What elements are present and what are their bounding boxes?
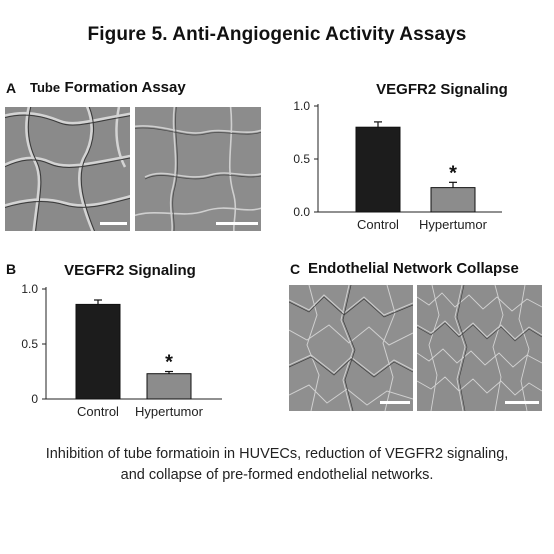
- network-collapse-control-image: [289, 285, 413, 411]
- figure-caption: Inhibition of tube formatioin in HUVECs,…: [0, 444, 554, 486]
- category-label: Hypertumor: [419, 217, 488, 232]
- y-tick-label: 1.0: [21, 282, 38, 296]
- y-tick-label: 1.0: [293, 99, 310, 113]
- tube-formation-control-image: [5, 107, 130, 231]
- figure-title: Figure 5. Anti-Angiogenic Activity Assay…: [87, 24, 467, 45]
- chart-title: VEGFR2 Signaling: [376, 81, 508, 98]
- panel-a-title: Tube Formation Assay: [30, 79, 186, 97]
- network-collapse-treated-image: [417, 285, 542, 411]
- panel-b-letter: B: [6, 261, 17, 277]
- y-tick-label: 0.5: [21, 337, 38, 351]
- vegfr2-chart-top: VEGFR2 Signaling 0.0 0.5 1.0 Control * Hypertu…: [293, 81, 508, 232]
- tube-formation-treated-image: [135, 107, 261, 231]
- y-tick-label: 0.5: [293, 152, 310, 166]
- category-label: Hypertumor: [135, 404, 204, 419]
- caption-line-2: and collapse of pre-formed endothelial n…: [120, 467, 434, 483]
- bar: [146, 373, 192, 400]
- caption-line-1: Inhibition of tube formatioin in HUVECs,…: [45, 446, 509, 462]
- category-label: Control: [77, 404, 119, 419]
- significance-marker: *: [165, 352, 173, 374]
- panel-a-letter: A: [6, 80, 17, 96]
- panel-a-title-rest: Formation Assay: [64, 79, 186, 96]
- panel-c-title: Endothelial Network Collapse: [308, 260, 519, 277]
- bar: [75, 303, 121, 400]
- chart-title: VEGFR2 Signaling: [64, 262, 196, 279]
- panel-a-title-prefix: Tube: [30, 80, 61, 95]
- bar: [430, 187, 476, 213]
- significance-marker: *: [449, 162, 457, 184]
- category-label: Control: [357, 217, 399, 232]
- y-tick-label: 0.0: [293, 205, 310, 219]
- vegfr2-chart-bottom: VEGFR2 Signaling 0 0.5 1.0 Control * Hypertumo…: [21, 262, 222, 419]
- panel-c-letter: C: [290, 261, 301, 277]
- bar: [355, 126, 401, 213]
- y-tick-label: 0: [31, 392, 38, 406]
